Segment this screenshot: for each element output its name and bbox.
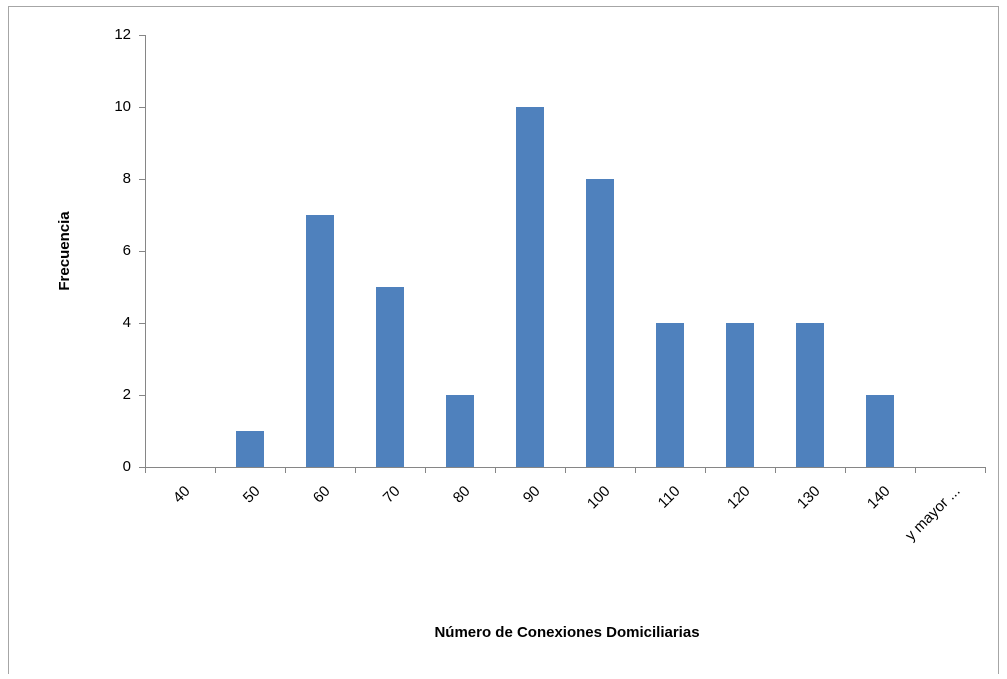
y-axis-label: Frecuencia bbox=[56, 211, 73, 291]
bar bbox=[656, 323, 684, 467]
y-tick-label: 0 bbox=[123, 458, 131, 475]
bar bbox=[376, 287, 404, 467]
bar bbox=[726, 323, 754, 467]
y-tick-label: 4 bbox=[123, 314, 131, 331]
y-tick-label: 8 bbox=[123, 170, 131, 187]
bar bbox=[516, 107, 544, 467]
y-tick-label: 10 bbox=[114, 98, 131, 115]
bar bbox=[236, 431, 264, 467]
bar bbox=[446, 395, 474, 467]
bar bbox=[306, 215, 334, 467]
bar bbox=[796, 323, 824, 467]
y-tick-label: 12 bbox=[114, 26, 131, 43]
bar bbox=[866, 395, 894, 467]
x-axis-label: Número de Conexiones Domiciliarias bbox=[434, 624, 699, 641]
chart-frame bbox=[8, 6, 999, 679]
y-tick-label: 6 bbox=[123, 242, 131, 259]
y-tick-label: 2 bbox=[123, 386, 131, 403]
bar bbox=[586, 179, 614, 467]
